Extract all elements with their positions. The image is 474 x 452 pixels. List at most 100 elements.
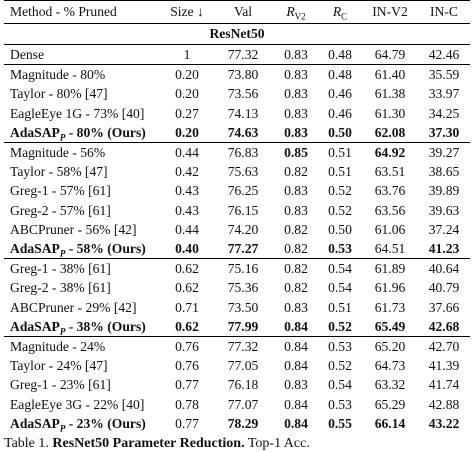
method-cell: Dense [4,44,162,66]
inc-cell: 37.24 [428,221,460,237]
rv2-cell: 0.83 [284,377,308,393]
rv2-cell: 0.83 [284,86,308,102]
method-cell: Greg-1 - 38% [61] [10,261,111,277]
method-cell: Magnitude - 80% [10,67,106,83]
table-row: ABCPruner - 29% [42] 0.71 73.50 0.83 0.51 61.… [4,298,470,317]
header-inc: IN-C [418,0,470,24]
inc-cell: 40.64 [428,261,460,277]
rc-cell: 0.46 [328,105,352,121]
val-cell: 77.32 [212,44,274,66]
header-val: Val [212,0,274,24]
rc-cell: 0.52 [318,316,362,338]
rv2-cell: 0.83 [284,67,308,83]
rc-cell: 0.50 [328,221,352,237]
inc-cell: 39.27 [428,145,460,161]
val-cell: 76.15 [227,202,259,218]
rc-cell: 0.54 [328,280,352,296]
table-row: Taylor - 58% [47] 0.42 75.63 0.82 0.51 63.51 3… [4,162,470,181]
size-cell: 0.42 [175,164,199,180]
table-row: AdaSAPP - 58% (Ours) 0.40 77.27 0.82 0.53 64.… [4,239,470,260]
inv2-cell: 62.08 [362,122,418,144]
table-row: Magnitude - 24% 0.76 77.32 0.84 0.53 65.20 42.… [4,337,470,357]
rc-cell: 0.50 [318,122,362,144]
rc-cell: 0.48 [328,67,352,83]
rc-cell: 0.51 [328,145,352,161]
val-cell: 75.63 [227,164,259,180]
val-cell: 76.18 [227,377,259,393]
size-cell: 0.27 [175,105,199,121]
method-cell: AdaSAPP - 23% (Ours) [10,415,146,434]
inc-cell: 41.23 [418,239,470,260]
rc-cell: 0.52 [328,202,352,218]
rv2-cell: 0.83 [284,299,308,315]
inv2-cell: 64.79 [362,44,418,66]
inc-cell: 37.30 [418,122,470,144]
table-row: Magnitude - 56% 0.44 76.83 0.85 0.51 64.92 39.… [4,143,470,163]
rv2-cell: 0.84 [284,396,308,412]
inv2-cell: 65.29 [374,396,406,412]
inv2-cell: 61.06 [374,221,406,237]
size-cell: 0.76 [175,339,199,355]
inc-cell: 34.25 [428,105,460,121]
inv2-cell: 66.14 [374,415,406,431]
inv2-cell: 61.30 [374,105,406,121]
method-cell: Taylor - 24% [47] [10,358,108,374]
results-body: ResNet50 Dense 1 77.32 0.83 0.48 64.79 42.46 Ma… [4,23,470,434]
val-cell: 75.16 [227,261,259,277]
inc-cell: 42.70 [428,339,460,355]
method-cell: Taylor - 80% [47] [10,86,108,102]
table-row: ABCPruner - 56% [42] 0.44 74.20 0.82 0.50 61.… [4,220,470,239]
rc-cell: 0.53 [328,396,352,412]
method-cell: AdaSAPP - 38% (Ours) [4,316,162,338]
rv2-cell: 0.82 [284,221,308,237]
val-cell: 76.83 [227,145,259,161]
header-row: Method - % Pruned Size ↓ Val RV2 RC IN-V… [4,0,470,24]
inv2-cell: 61.89 [374,261,406,277]
header-method: Method - % Pruned [4,0,162,24]
inv2-cell: 63.32 [374,377,406,393]
size-cell: 0.62 [175,261,199,277]
backbone-label: ResNet50 [4,23,470,45]
method-cell: EagleEye 3G - 22% [40] [10,396,145,412]
method-cell: Magnitude - 24% [10,339,106,355]
inv2-cell: 64.73 [374,358,406,374]
val-cell: 77.07 [227,396,259,412]
val-cell: 77.05 [227,358,259,374]
inc-cell: 38.65 [428,164,460,180]
val-cell: 77.27 [212,239,274,260]
inv2-cell: 65.20 [374,339,406,355]
method-cell: Taylor - 58% [47] [10,164,108,180]
inc-cell: 33.97 [428,86,460,102]
method-cell: Greg-2 - 57% [61] [10,202,111,218]
size-cell: 0.43 [175,183,199,199]
results-table: Method - % Pruned Size ↓ Val RV2 RC IN-V… [4,0,470,433]
rv2-cell: 0.83 [284,202,308,218]
inc-cell: 39.63 [428,202,460,218]
size-cell: 0.77 [175,377,199,393]
method-cell: Greg-1 - 57% [61] [10,183,111,199]
table-row: Taylor - 80% [47] 0.20 73.56 0.83 0.46 61.38 3… [4,84,470,103]
table-row: AdaSAPP - 38% (Ours) 0.62 77.99 0.84 0.52 65.… [4,316,470,338]
rc-cell: 0.52 [328,358,352,374]
rc-cell: 0.54 [328,261,352,277]
inv2-cell: 61.38 [374,86,406,102]
rc-cell: 0.51 [328,299,352,315]
size-cell: 0.44 [175,221,199,237]
table-row: AdaSAPP - 80% (Ours) 0.20 74.63 0.83 0.50 62.… [4,122,470,144]
table-row: EagleEye 1G - 73% [40] 0.27 74.13 0.83 0.46 6… [4,104,470,123]
table-caption: Table 1. ResNet50 Parameter Reduction. T… [4,436,310,452]
rv2-cell: 0.85 [284,145,308,161]
header-rc: RC [318,0,362,24]
rc-cell: 0.53 [318,239,362,260]
method-cell: Greg-1 - 23% [61] [10,377,111,393]
inc-cell: 41.74 [428,377,460,393]
rv2-cell: 0.84 [284,415,308,431]
method-cell: Magnitude - 56% [10,145,106,161]
val-cell: 78.29 [227,415,259,431]
rv2-cell: 0.83 [274,44,318,66]
backbone-row: ResNet50 [4,23,470,45]
rv2-cell: 0.83 [284,105,308,121]
results-table-container: Method - % Pruned Size ↓ Val RV2 RC IN-V… [4,0,470,433]
inv2-cell: 61.73 [374,299,406,315]
val-cell: 75.36 [227,280,259,296]
